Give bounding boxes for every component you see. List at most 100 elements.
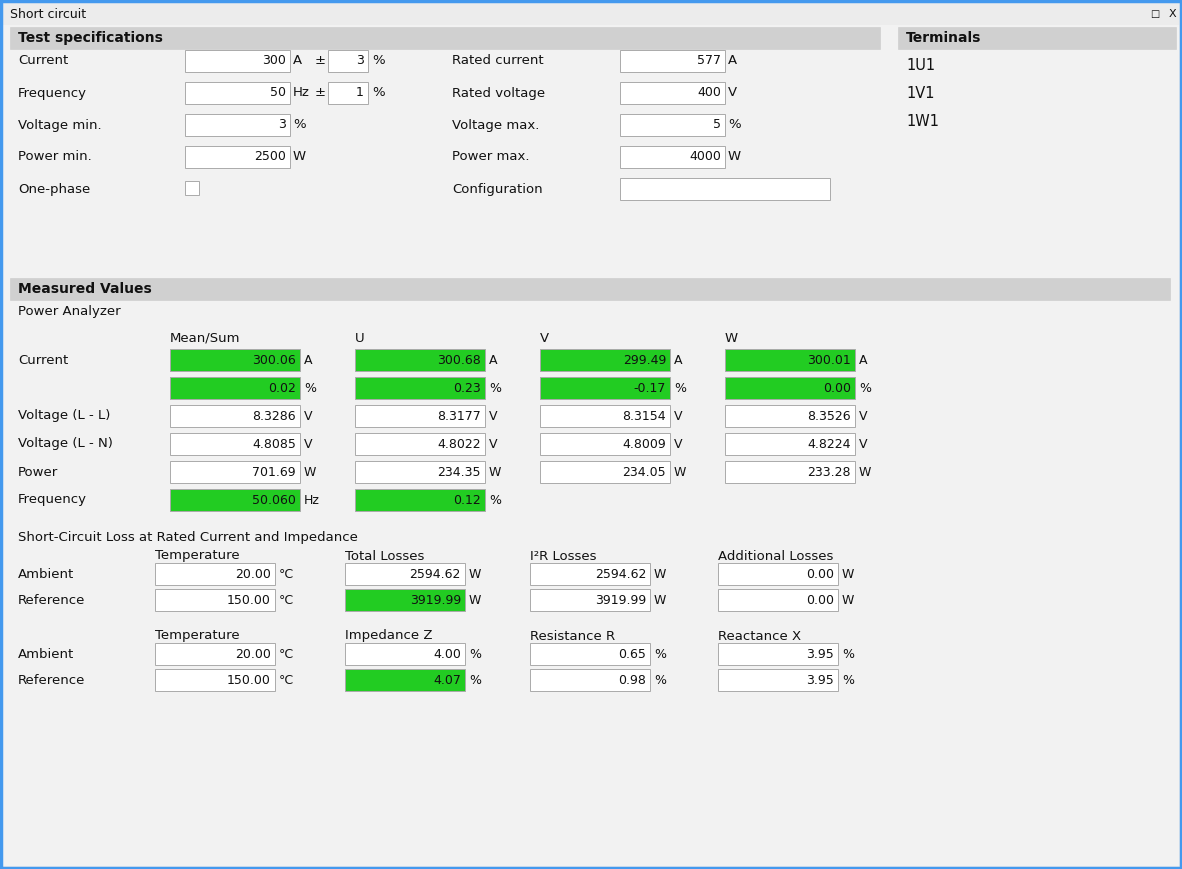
- Text: 2594.62: 2594.62: [595, 567, 647, 580]
- Text: 4.8224: 4.8224: [807, 437, 851, 450]
- Text: 4.8022: 4.8022: [437, 437, 481, 450]
- Text: %: %: [674, 381, 686, 395]
- Bar: [355, 377, 485, 399]
- Text: %: %: [859, 381, 871, 395]
- Text: 1W1: 1W1: [905, 114, 939, 129]
- Text: 234.35: 234.35: [437, 466, 481, 479]
- Bar: [621, 114, 725, 136]
- Text: W: W: [842, 594, 855, 607]
- Text: Ambient: Ambient: [18, 647, 74, 660]
- Bar: [170, 461, 300, 483]
- Bar: [621, 82, 725, 104]
- Bar: [621, 146, 725, 168]
- Text: ±: ±: [314, 55, 326, 68]
- Text: V: V: [674, 409, 682, 422]
- Text: W: W: [469, 567, 481, 580]
- Text: Power max.: Power max.: [452, 150, 530, 163]
- Text: W: W: [654, 567, 667, 580]
- Text: Hz: Hz: [293, 87, 310, 99]
- Bar: [621, 178, 830, 200]
- Text: °C: °C: [279, 594, 294, 607]
- Text: 3: 3: [356, 55, 364, 68]
- Text: Rated voltage: Rated voltage: [452, 87, 545, 99]
- Text: 4.00: 4.00: [433, 647, 461, 660]
- Bar: [717, 643, 838, 665]
- Text: 20.00: 20.00: [235, 567, 271, 580]
- Bar: [345, 589, 465, 611]
- Text: Power Analyzer: Power Analyzer: [18, 306, 121, 319]
- Bar: [186, 50, 290, 72]
- Bar: [355, 433, 485, 455]
- Text: 234.05: 234.05: [623, 466, 665, 479]
- Text: %: %: [842, 647, 855, 660]
- Text: 4.07: 4.07: [433, 673, 461, 687]
- Text: 0.12: 0.12: [453, 494, 481, 507]
- Text: V: V: [489, 409, 498, 422]
- Text: 300.01: 300.01: [807, 354, 851, 367]
- Text: Voltage max.: Voltage max.: [452, 118, 539, 131]
- Text: W: W: [728, 150, 741, 163]
- Text: Power min.: Power min.: [18, 150, 92, 163]
- Text: 3.95: 3.95: [806, 647, 834, 660]
- Bar: [540, 405, 670, 427]
- Bar: [725, 349, 855, 371]
- Bar: [345, 643, 465, 665]
- Text: W: W: [674, 466, 687, 479]
- Text: 1U1: 1U1: [905, 57, 935, 72]
- Text: 8.3526: 8.3526: [807, 409, 851, 422]
- Bar: [898, 27, 1176, 49]
- Text: 4.8085: 4.8085: [252, 437, 296, 450]
- Bar: [345, 563, 465, 585]
- Bar: [530, 643, 650, 665]
- Text: Test specifications: Test specifications: [18, 31, 163, 45]
- Text: 8.3286: 8.3286: [253, 409, 296, 422]
- Text: V: V: [489, 437, 498, 450]
- Text: W: W: [293, 150, 306, 163]
- Text: 577: 577: [697, 55, 721, 68]
- Text: %: %: [489, 381, 501, 395]
- Bar: [725, 461, 855, 483]
- Text: 3919.99: 3919.99: [595, 594, 647, 607]
- Text: 0.00: 0.00: [823, 381, 851, 395]
- Text: Temperature: Temperature: [155, 549, 240, 562]
- Text: Measured Values: Measured Values: [18, 282, 151, 296]
- Text: 150.00: 150.00: [227, 594, 271, 607]
- Text: V: V: [674, 437, 682, 450]
- Bar: [155, 589, 275, 611]
- Bar: [530, 589, 650, 611]
- Text: 2594.62: 2594.62: [410, 567, 461, 580]
- Text: Reference: Reference: [18, 594, 85, 607]
- Bar: [155, 669, 275, 691]
- Text: Impedance Z: Impedance Z: [345, 629, 433, 642]
- Text: 299.49: 299.49: [623, 354, 665, 367]
- Bar: [345, 669, 465, 691]
- Text: Frequency: Frequency: [18, 87, 87, 99]
- Text: %: %: [304, 381, 316, 395]
- Bar: [540, 433, 670, 455]
- Text: 300.06: 300.06: [252, 354, 296, 367]
- Text: A: A: [728, 55, 738, 68]
- Text: °C: °C: [279, 647, 294, 660]
- Text: A: A: [304, 354, 312, 367]
- Bar: [155, 643, 275, 665]
- Text: Current: Current: [18, 55, 69, 68]
- Text: A: A: [674, 354, 682, 367]
- Text: Power: Power: [18, 466, 58, 479]
- Text: Frequency: Frequency: [18, 494, 87, 507]
- Text: %: %: [293, 118, 306, 131]
- Bar: [717, 563, 838, 585]
- Text: Short circuit: Short circuit: [9, 8, 86, 21]
- Text: 3.95: 3.95: [806, 673, 834, 687]
- Bar: [530, 669, 650, 691]
- Bar: [355, 349, 485, 371]
- Bar: [186, 146, 290, 168]
- Bar: [540, 349, 670, 371]
- Text: W: W: [489, 466, 501, 479]
- Text: 5: 5: [713, 118, 721, 131]
- Text: Resistance R: Resistance R: [530, 629, 615, 642]
- Text: 0.23: 0.23: [453, 381, 481, 395]
- Text: 4000: 4000: [689, 150, 721, 163]
- Text: %: %: [469, 673, 481, 687]
- Text: 4.8009: 4.8009: [622, 437, 665, 450]
- Text: A: A: [859, 354, 868, 367]
